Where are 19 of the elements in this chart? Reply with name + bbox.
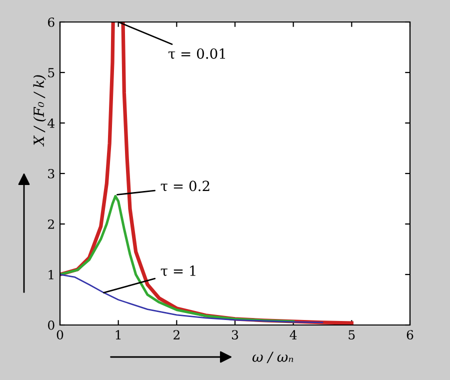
- y-tick-label: 6: [48, 17, 54, 27]
- y-tick-label: 5: [48, 68, 54, 78]
- y-tick-label: 4: [48, 118, 55, 128]
- annotation: τ = 1: [160, 266, 196, 276]
- x-axis-title: ω / ωₙ: [252, 352, 294, 364]
- x-tick-label: 0: [56, 330, 64, 340]
- y-tick-label: 0: [48, 320, 54, 330]
- y-tick-label: 2: [48, 219, 54, 229]
- x-tick-label: 3: [232, 330, 238, 340]
- x-tick-label: 6: [406, 330, 414, 340]
- x-tick-label: 2: [174, 330, 180, 340]
- x-tick-label: 5: [348, 330, 355, 340]
- x-tick-label: 4: [290, 330, 297, 340]
- annotation: τ = 0.01: [168, 48, 226, 59]
- y-tick-label: 3: [48, 168, 54, 178]
- y-axis-title: X / (F₀ / k): [33, 75, 46, 147]
- annotation: τ = 0.2: [160, 180, 210, 192]
- y-tick-label: 1: [48, 270, 54, 280]
- x-tick-label: 1: [116, 330, 121, 340]
